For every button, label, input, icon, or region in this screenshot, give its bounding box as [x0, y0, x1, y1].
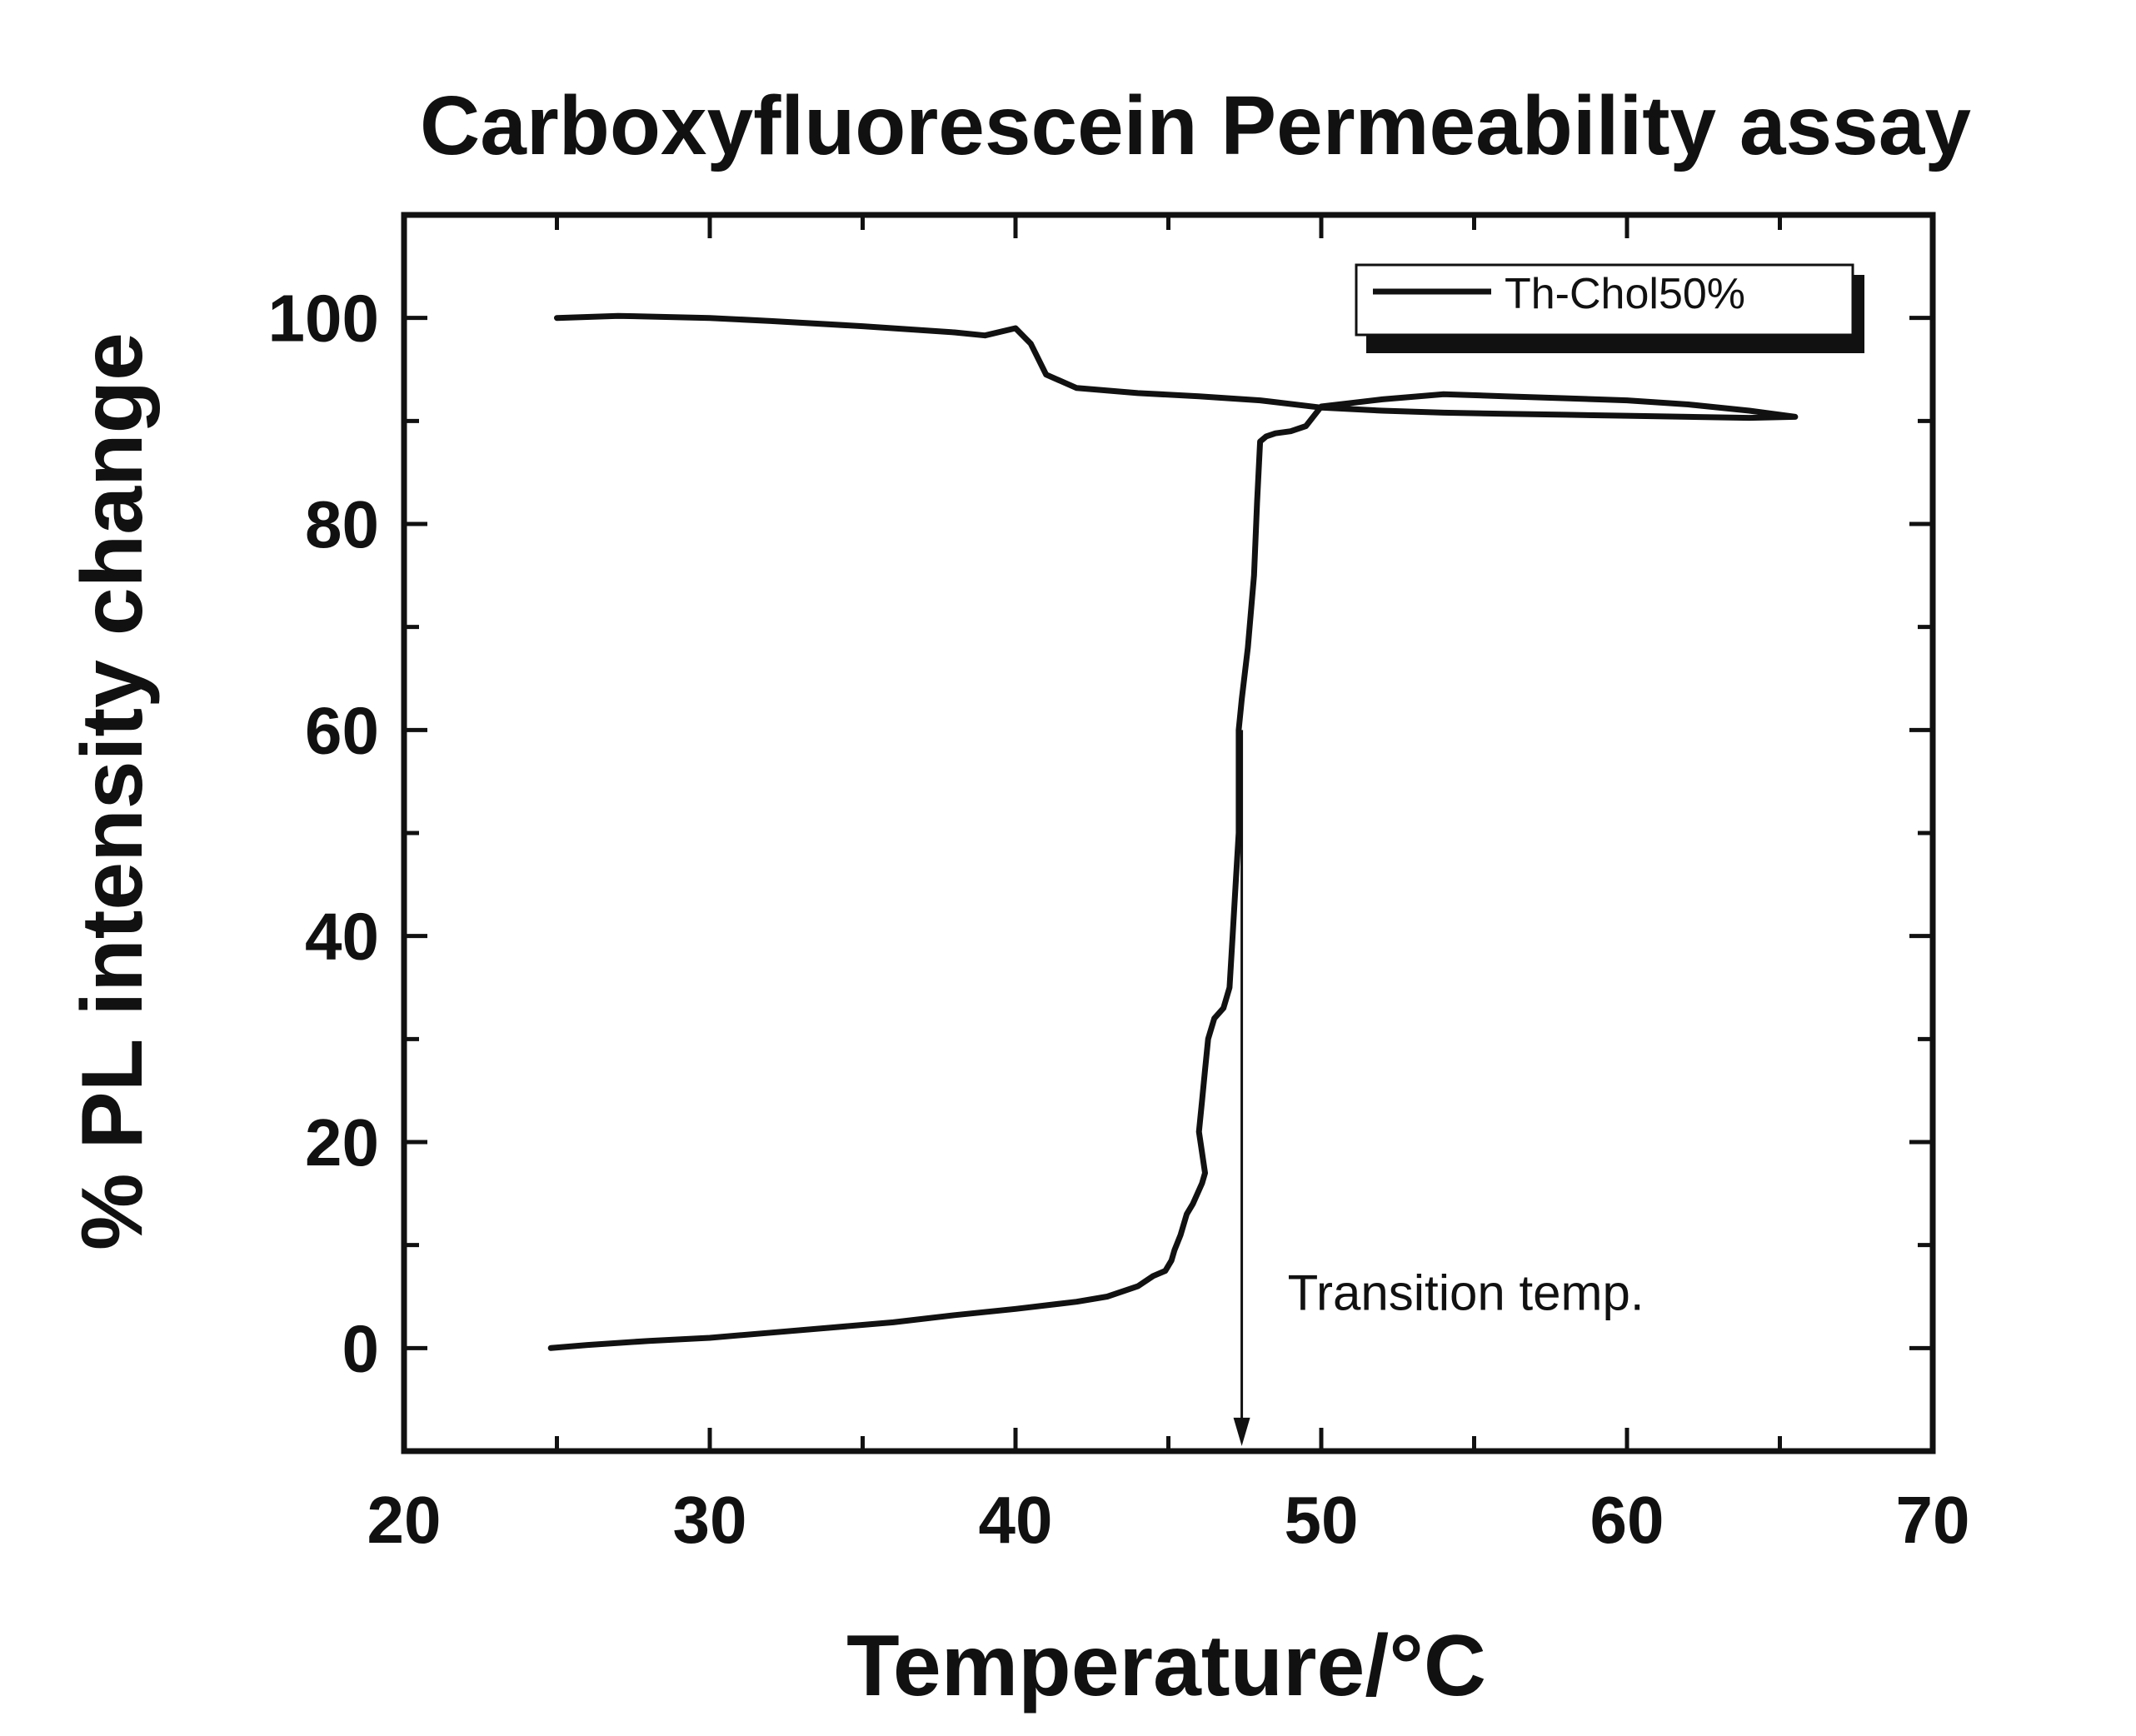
- chart-title: Carboxyfluorescein Permeability assay: [420, 79, 1971, 172]
- x-tick-label: 30: [673, 1483, 747, 1557]
- x-tick-label: 40: [979, 1483, 1053, 1557]
- x-axis-label: Temperature/°C: [846, 1618, 1486, 1714]
- legend-label: Th-Chol50%: [1505, 270, 1745, 318]
- y-tick-label: 60: [305, 693, 379, 767]
- legend: Th-Chol50%: [1355, 263, 1864, 353]
- annotation-arrow-head: [1233, 1417, 1250, 1446]
- x-tick-label: 70: [1896, 1483, 1970, 1557]
- y-tick-label: 40: [305, 900, 379, 974]
- annotation-group: Transition temp.: [1233, 730, 1644, 1446]
- axes: 20 30 40 50 60 70 0 20 40 60 80 100: [268, 212, 1970, 1557]
- x-tick-label: 20: [367, 1483, 442, 1557]
- annotation-transition-temp: Transition temp.: [1288, 1265, 1644, 1320]
- legend-box: [1355, 263, 1854, 337]
- y-tick-label: 100: [268, 282, 379, 356]
- series-line-th-chol50: [547, 312, 1799, 1351]
- y-axis-label: % PL intensity change: [64, 332, 161, 1250]
- x-tick-label: 60: [1590, 1483, 1664, 1557]
- y-tick-label: 80: [305, 487, 379, 561]
- y-tick-label: 20: [305, 1105, 379, 1180]
- x-tick-label: 50: [1285, 1483, 1359, 1557]
- y-tick-label: 0: [342, 1311, 380, 1385]
- series-group: [547, 312, 1799, 1351]
